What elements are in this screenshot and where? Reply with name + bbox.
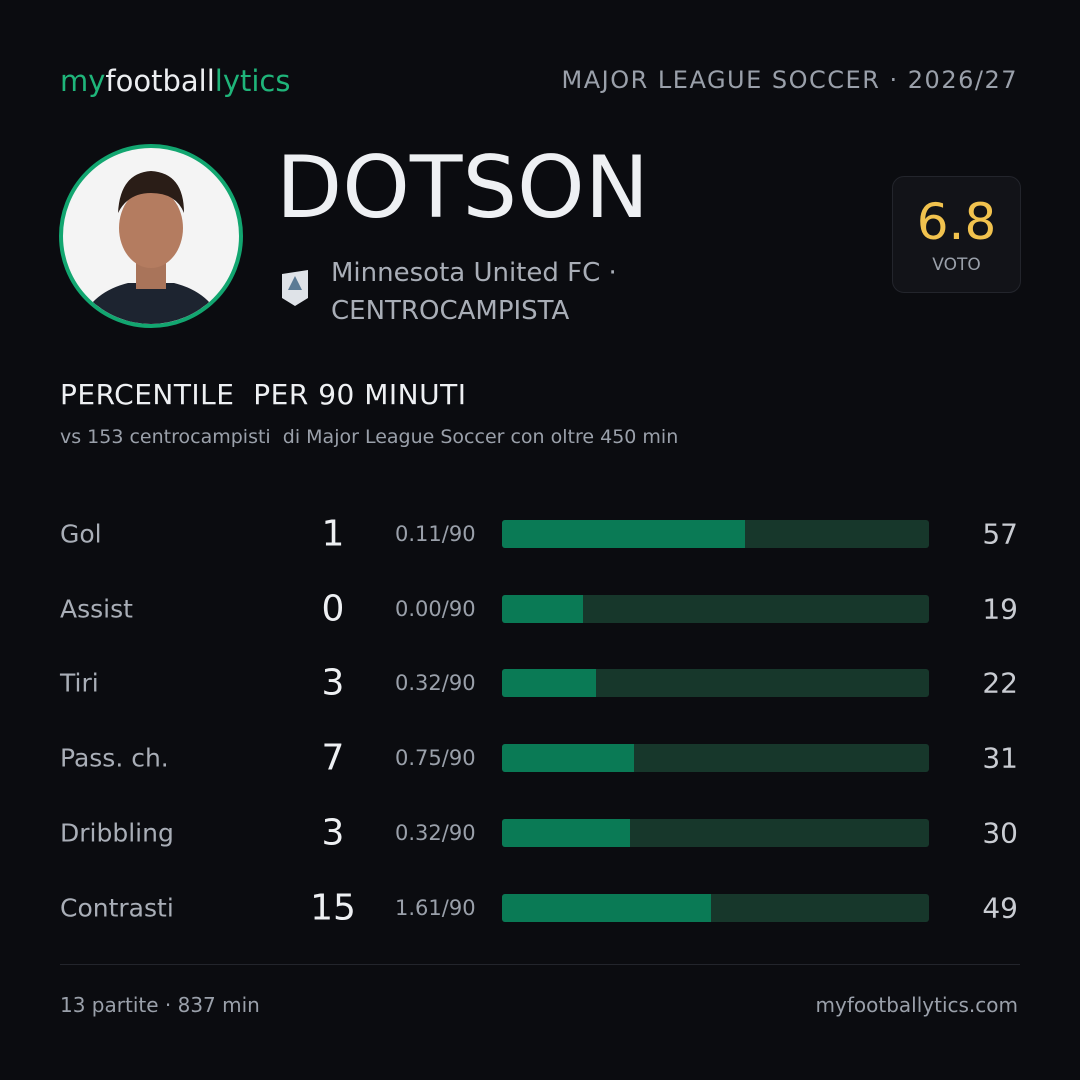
stat-total: 3: [321, 662, 345, 704]
stat-per90: 0.75/90: [395, 746, 476, 771]
stat-total: 3: [321, 812, 345, 854]
stat-percentile: 22: [982, 666, 1018, 700]
stat-per90: 0.32/90: [395, 820, 476, 845]
stat-row: Tiri 3 0.32/90 22: [0, 653, 1080, 713]
bar: [502, 669, 596, 698]
player-photo: [59, 144, 243, 328]
stat-per90: 0.00/90: [395, 596, 476, 621]
stat-row: Dribbling 3 0.32/90 30: [0, 803, 1080, 863]
team-logo: [282, 270, 308, 306]
stat-per90: 1.61/90: [395, 895, 476, 920]
stat-percentile: 30: [982, 816, 1018, 850]
bar-track: [502, 669, 929, 698]
rating-box: 6.8 VOTO: [892, 176, 1021, 293]
role: CENTROCAMPISTA: [331, 296, 570, 326]
stat-label: Pass. ch.: [60, 743, 169, 773]
logo-part: my: [60, 64, 106, 98]
stat-per90: 0.32/90: [395, 671, 476, 696]
logo-part: football: [105, 64, 215, 98]
logo: myfootballlytics: [60, 64, 290, 98]
divider: [60, 964, 1020, 965]
stat-total: 1: [321, 513, 345, 555]
stat-label: Tiri: [60, 668, 99, 698]
stat-label: Assist: [60, 594, 133, 624]
team-info: Minnesota United FC · CENTROCAMPISTA: [331, 254, 617, 330]
stat-total: 0: [321, 588, 345, 630]
footer-left: 13 partite · 837 min: [60, 993, 260, 1017]
stat-percentile: 19: [982, 592, 1018, 626]
bar-track: [502, 818, 929, 847]
stat-row: Contrasti 15 1.61/90 49: [0, 878, 1080, 938]
stat-per90: 0.11/90: [395, 522, 476, 546]
bar-track: [502, 520, 929, 548]
stat-label: Dribbling: [60, 818, 174, 848]
stat-percentile: 57: [982, 517, 1018, 551]
bar: [502, 893, 712, 922]
stat-label: Gol: [60, 519, 102, 549]
bar: [502, 818, 631, 847]
player-name: DOTSON: [276, 138, 650, 238]
bar-track: [502, 893, 929, 922]
bar: [502, 594, 584, 623]
bar: [502, 744, 635, 773]
logo-part: lytics: [214, 64, 291, 98]
stat-row: Assist 0 0.00/90 19: [0, 579, 1080, 639]
stat-label: Contrasti: [60, 893, 174, 922]
stat-percentile: 49: [982, 891, 1018, 924]
league: MAJOR LEAGUE SOCCER · 2026/27: [561, 66, 1018, 94]
stat-row: Gol 1 0.11/90 57: [0, 504, 1080, 564]
rating: 6.8: [916, 193, 997, 251]
bar: [502, 520, 746, 548]
stat-row: Pass. ch. 7 0.75/90 31: [0, 728, 1080, 788]
section-subtitle: vs 153 centrocampisti di Major League So…: [60, 426, 679, 448]
stat-total: 7: [321, 737, 345, 779]
footer-right: myfootballytics.com: [815, 993, 1018, 1017]
bar-track: [502, 594, 929, 623]
team: Minnesota United FC ·: [331, 258, 617, 288]
section-title: PERCENTILE PER 90 MINUTI: [60, 378, 467, 411]
stat-total: 15: [310, 887, 356, 928]
stat-percentile: 31: [982, 741, 1018, 775]
bar-track: [502, 744, 929, 773]
rating-label: VOTO: [932, 255, 981, 275]
